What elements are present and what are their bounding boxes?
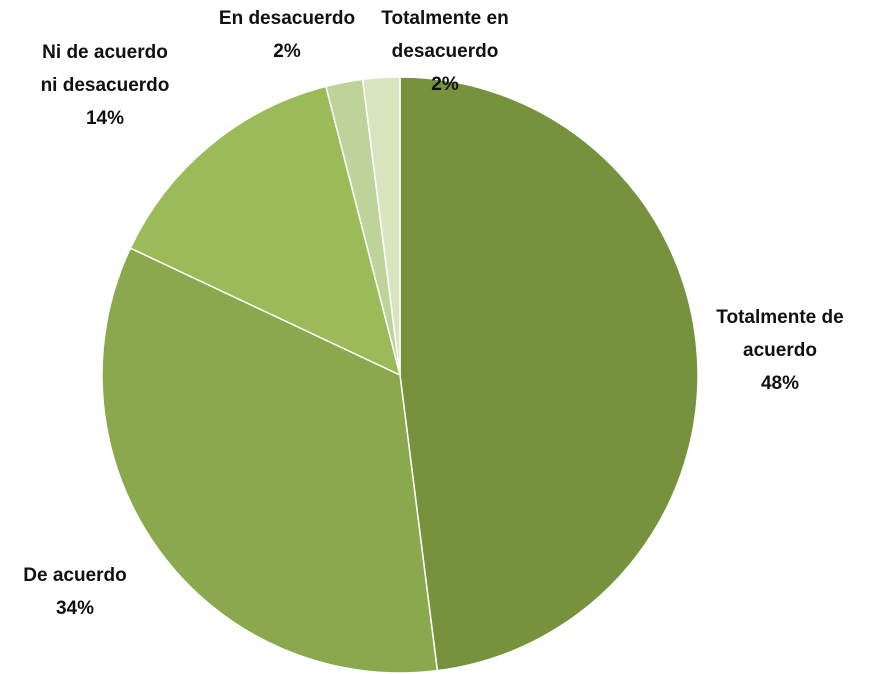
label-line: Totalmente en [381, 8, 508, 29]
label-line: En desacuerdo [219, 8, 355, 29]
pie-slice [399, 76, 699, 672]
slice-value-label: 14% [86, 108, 124, 129]
slice-value-label: 48% [761, 373, 799, 394]
slice-value-label: 34% [56, 598, 94, 619]
label-line: desacuerdo [392, 41, 499, 62]
slice-value-label: 2% [431, 74, 459, 95]
label-line: Totalmente de [716, 307, 843, 328]
slice-category-label: Totalmente de acuerdo [716, 307, 843, 361]
slice-category-label: Totalmente en desacuerdo [381, 8, 508, 62]
label-line: acuerdo [743, 340, 817, 361]
slice-category-label: En desacuerdo [219, 8, 355, 29]
label-line: De acuerdo [23, 565, 126, 586]
slice-category-label: Ni de acuerdo ni desacuerdo [41, 42, 170, 96]
pie-slice [129, 85, 402, 377]
slice-category-label: De acuerdo [23, 565, 126, 586]
pie-slice [361, 76, 401, 376]
label-line: ni desacuerdo [41, 75, 170, 96]
slice-value-label: 2% [273, 41, 301, 62]
pie-slice [101, 247, 439, 674]
label-line: Ni de acuerdo [42, 42, 168, 63]
